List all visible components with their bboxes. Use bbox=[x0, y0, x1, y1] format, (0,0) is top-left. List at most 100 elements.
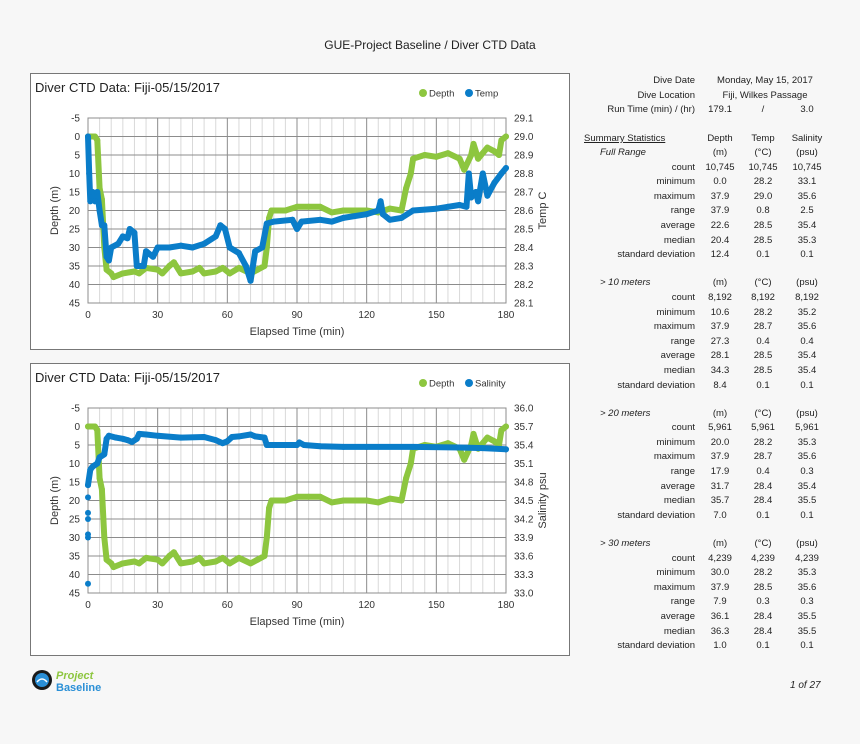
data-point bbox=[105, 432, 112, 439]
run-time-hr: 3.0 bbox=[800, 104, 814, 115]
data-point bbox=[101, 534, 108, 541]
data-point bbox=[263, 534, 270, 541]
data-point bbox=[456, 201, 463, 208]
data-point bbox=[268, 497, 275, 504]
data-point bbox=[91, 198, 98, 205]
y-tick-label: 35 bbox=[69, 552, 81, 563]
dive-date-label: Dive Date bbox=[653, 75, 695, 86]
data-point bbox=[377, 198, 384, 205]
x-tick-label: 180 bbox=[498, 600, 515, 611]
dive-date-value: Monday, May 15, 2017 bbox=[717, 75, 813, 86]
legend-label: Depth bbox=[429, 89, 454, 100]
y-tick-label: -5 bbox=[71, 404, 80, 415]
stat-value: 37.9 bbox=[710, 205, 730, 217]
data-point bbox=[407, 460, 414, 467]
data-point bbox=[219, 440, 226, 447]
stat-value: 0.1 bbox=[756, 379, 770, 391]
chart-title: Diver CTD Data: Fiji-05/15/2017 bbox=[35, 80, 220, 95]
data-point bbox=[498, 137, 505, 144]
stat-value: 4,239 bbox=[795, 552, 819, 564]
y-tick-label: 5 bbox=[74, 151, 80, 162]
data-point bbox=[170, 549, 177, 556]
x-axis-label: Elapsed Time (min) bbox=[250, 326, 345, 338]
data-point bbox=[154, 244, 161, 251]
data-point bbox=[177, 242, 184, 249]
data-point bbox=[247, 277, 254, 284]
stat-value: 0.4 bbox=[756, 335, 770, 347]
data-point bbox=[484, 434, 491, 441]
data-point bbox=[170, 259, 177, 266]
data-point bbox=[468, 194, 475, 201]
y2-tick-label: 29.0 bbox=[514, 132, 534, 143]
data-point bbox=[133, 435, 140, 442]
stat-label: average bbox=[660, 480, 695, 492]
y-tick-label: -5 bbox=[71, 114, 80, 125]
data-point bbox=[108, 244, 115, 251]
section-title: > 30 meters bbox=[600, 537, 651, 549]
data-point bbox=[433, 205, 440, 212]
data-point bbox=[177, 270, 184, 277]
data-point bbox=[503, 423, 509, 430]
run-time-separator: / bbox=[761, 104, 765, 115]
stat-value: 28.4 bbox=[753, 495, 773, 507]
unit-label: (°C) bbox=[754, 407, 772, 419]
data-point bbox=[289, 216, 296, 223]
y-axis-label: Depth (m) bbox=[49, 186, 61, 235]
stat-label: maximum bbox=[653, 581, 695, 593]
data-point bbox=[263, 442, 270, 448]
data-point bbox=[159, 560, 166, 567]
y2-tick-label: 33.3 bbox=[514, 570, 534, 581]
data-point bbox=[101, 222, 108, 229]
y2-tick-label: 35.4 bbox=[514, 441, 534, 452]
unit-label: (psu) bbox=[796, 407, 818, 419]
y2-tick-label: 33.6 bbox=[514, 552, 534, 563]
stat-label: standard deviation bbox=[617, 379, 695, 391]
stat-label: median bbox=[663, 364, 695, 376]
data-point bbox=[340, 497, 347, 504]
stat-value: 35.5 bbox=[797, 625, 817, 637]
data-point bbox=[235, 554, 242, 561]
y2-tick-label: 36.0 bbox=[514, 404, 534, 415]
data-point bbox=[294, 203, 300, 210]
stat-value: 8.4 bbox=[713, 379, 727, 391]
stat-value: 35.2 bbox=[797, 306, 817, 318]
y2-axis-label: Salinity psu bbox=[537, 472, 549, 528]
data-point bbox=[491, 148, 498, 155]
x-tick-label: 30 bbox=[152, 310, 164, 321]
stat-value: 28.1 bbox=[710, 350, 730, 362]
data-point bbox=[386, 216, 393, 223]
stat-value: 35.6 bbox=[797, 451, 817, 463]
data-point bbox=[133, 263, 140, 269]
stat-value: 28.5 bbox=[753, 364, 773, 376]
stat-value: 10.6 bbox=[710, 306, 730, 318]
stat-value: 1.0 bbox=[713, 640, 727, 652]
data-point bbox=[222, 226, 229, 232]
depth-temp-chart-svg: -5 0 5 10 15 20 25 30 35 40 45 28.1 28.2 28.3 28.4 28.5… bbox=[49, 89, 549, 339]
stat-value: 35.6 bbox=[797, 321, 817, 333]
data-point bbox=[375, 207, 382, 214]
data-point bbox=[282, 497, 289, 504]
data-point bbox=[143, 248, 150, 255]
data-point bbox=[498, 170, 505, 177]
legend-marker bbox=[419, 89, 427, 97]
y-tick-label: 10 bbox=[69, 169, 81, 180]
data-point bbox=[119, 560, 126, 567]
data-point bbox=[159, 270, 166, 277]
data-point bbox=[201, 433, 208, 440]
column-header: Temp bbox=[751, 133, 775, 144]
stat-value: 0.1 bbox=[800, 379, 814, 391]
data-point bbox=[254, 266, 261, 273]
data-point bbox=[143, 554, 150, 561]
unit-label: (m) bbox=[712, 147, 728, 158]
data-point bbox=[212, 558, 219, 565]
data-point bbox=[119, 233, 126, 240]
stat-value: 0.1 bbox=[756, 249, 770, 261]
y-tick-label: 25 bbox=[69, 225, 81, 236]
page-title: GUE-Project Baseline / Diver CTD Data bbox=[324, 38, 536, 52]
data-point bbox=[317, 216, 324, 223]
data-point bbox=[461, 166, 468, 173]
stat-value: 35.4 bbox=[797, 364, 817, 376]
data-point bbox=[468, 152, 475, 158]
stat-value: 28.4 bbox=[753, 625, 773, 637]
data-point bbox=[196, 554, 203, 561]
